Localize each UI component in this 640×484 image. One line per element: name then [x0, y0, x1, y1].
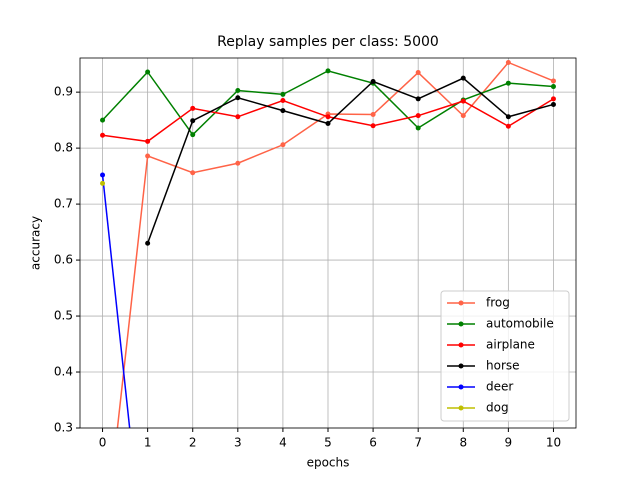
legend-label: automobile	[486, 317, 554, 331]
x-tick-label: 10	[546, 436, 561, 450]
data-point	[550, 96, 556, 102]
legend-label: horse	[486, 359, 520, 373]
data-point	[280, 108, 286, 114]
chart-title: Replay samples per class: 5000	[217, 34, 439, 50]
data-point	[280, 91, 286, 97]
data-point	[550, 84, 556, 90]
data-point	[145, 138, 151, 144]
plot-area	[100, 59, 556, 428]
data-point	[325, 68, 331, 74]
data-point	[505, 114, 511, 120]
legend-label: deer	[486, 380, 513, 394]
data-point	[190, 105, 196, 111]
y-tick-label: 0.5	[54, 309, 73, 323]
data-point	[370, 112, 376, 118]
y-tick-label: 0.6	[54, 253, 73, 267]
data-point	[190, 132, 196, 138]
x-tick-label: 6	[369, 436, 377, 450]
x-tick-label: 5	[324, 436, 332, 450]
data-point	[145, 240, 151, 246]
data-point	[460, 75, 466, 81]
data-point	[505, 59, 511, 65]
y-tick-label: 0.7	[54, 197, 73, 211]
legend-marker	[458, 342, 464, 348]
data-point	[370, 79, 376, 85]
data-point	[235, 114, 241, 120]
x-tick-label: 9	[505, 436, 513, 450]
x-tick-label: 3	[234, 436, 242, 450]
x-tick-label: 4	[279, 436, 287, 450]
legend-label: frog	[486, 296, 510, 310]
data-point	[415, 125, 421, 131]
data-point	[100, 172, 106, 178]
series-line	[101, 174, 131, 428]
y-tick-label: 0.9	[54, 85, 73, 99]
data-point	[280, 142, 286, 148]
x-axis-label: epochs	[307, 456, 350, 470]
y-axis-label: accuracy	[29, 216, 43, 270]
data-point	[460, 98, 466, 104]
y-tick-label: 0.8	[54, 141, 73, 155]
data-point	[460, 113, 466, 119]
data-point	[190, 170, 196, 176]
data-point	[370, 123, 376, 129]
axes-frame	[79, 57, 577, 429]
legend-marker	[458, 300, 464, 306]
x-tick-label: 1	[144, 436, 152, 450]
data-point	[415, 96, 421, 102]
data-point	[190, 118, 196, 124]
legend-label: airplane	[486, 338, 535, 352]
data-point	[145, 69, 151, 75]
x-tick-label: 8	[459, 436, 467, 450]
legend-marker	[458, 384, 464, 390]
data-point	[325, 120, 331, 126]
data-point	[235, 160, 241, 166]
data-point	[235, 87, 241, 93]
legend-marker	[458, 321, 464, 327]
x-tick-label: 7	[414, 436, 422, 450]
series-line	[146, 77, 554, 244]
y-tick-label: 0.4	[54, 365, 73, 379]
y-tick-label: 0.3	[54, 421, 73, 435]
legend-marker	[458, 363, 464, 369]
data-point	[415, 113, 421, 119]
data-point	[550, 101, 556, 107]
data-point	[280, 98, 286, 104]
data-point	[235, 95, 241, 101]
x-tick-label: 0	[99, 436, 107, 450]
data-point	[415, 70, 421, 76]
data-point	[100, 117, 106, 123]
data-point	[505, 80, 511, 86]
legend-label: dog	[486, 401, 509, 415]
data-point	[550, 78, 556, 84]
data-point	[100, 132, 106, 138]
data-point	[100, 180, 106, 186]
legend-marker	[458, 405, 464, 411]
data-point	[505, 123, 511, 129]
data-point	[145, 153, 151, 159]
data-point	[325, 114, 331, 120]
x-tick-label: 2	[189, 436, 197, 450]
